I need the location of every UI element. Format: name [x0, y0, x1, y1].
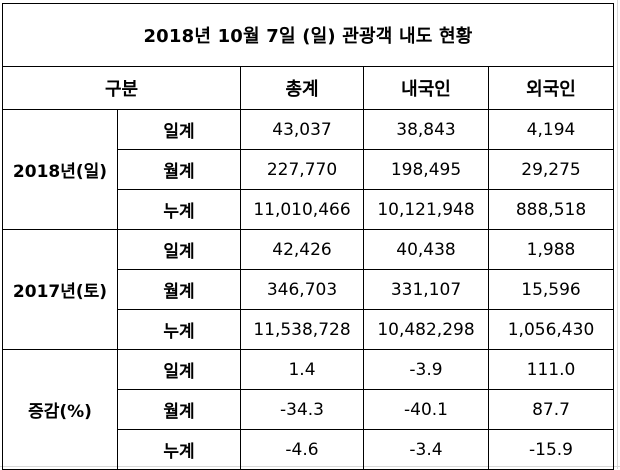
cell-domestic[interactable]: 38,843	[363, 109, 489, 150]
cell-total[interactable]: -4.6	[240, 429, 364, 470]
row-label[interactable]: 월계	[117, 269, 241, 310]
header-category[interactable]: 구분	[2, 66, 241, 110]
cell-domestic[interactable]: -3.4	[363, 429, 489, 470]
row-label[interactable]: 누계	[117, 429, 241, 470]
row-label[interactable]: 일계	[117, 349, 241, 390]
table-row: 누계 -4.6 -3.4 -15.9	[3, 429, 615, 470]
group-label-change[interactable]: 증감(%)	[2, 349, 118, 470]
cell-foreign[interactable]: 111.0	[487, 349, 615, 390]
cell-total[interactable]: 227,770	[240, 149, 364, 190]
table-row: 2017년(토) 일계 42,426 40,438 1,988	[2, 229, 615, 350]
group-label-2017[interactable]: 2017년(토)	[2, 229, 118, 350]
table-row: 증감(%) 일계 1.4 -3.9 111.0	[2, 349, 615, 470]
tourist-arrivals-table: 2018년 10월 7일 (일) 관광객 내도 현황 구분 총계 내국인 외국인…	[1, 3, 615, 470]
cell-foreign[interactable]: -15.9	[487, 429, 615, 470]
row-label[interactable]: 일계	[117, 229, 241, 270]
row-label[interactable]: 누계	[117, 189, 241, 230]
cell-foreign[interactable]: 1,988	[487, 229, 615, 270]
group-label-2018[interactable]: 2018년(일)	[2, 109, 118, 230]
cell-foreign[interactable]: 4,194	[487, 109, 615, 150]
row-label[interactable]: 일계	[117, 109, 241, 150]
row-label[interactable]: 월계	[117, 389, 241, 430]
header-foreign[interactable]: 외국인	[487, 66, 615, 110]
table-row: 누계 11,010,466 10,121,948 888,518	[3, 189, 615, 230]
cell-foreign[interactable]: 15,596	[487, 269, 615, 310]
table-row: 월계 227,770 198,495 29,275	[3, 149, 615, 190]
cell-domestic[interactable]: 10,121,948	[363, 189, 489, 230]
cell-foreign[interactable]: 1,056,430	[487, 309, 615, 350]
table-row: 누계 11,538,728 10,482,298 1,056,430	[3, 309, 615, 350]
cell-foreign[interactable]: 29,275	[487, 149, 615, 190]
cell-total[interactable]: -34.3	[240, 389, 364, 430]
cell-total[interactable]: 43,037	[240, 109, 364, 150]
row-label[interactable]: 누계	[117, 309, 241, 350]
cell-domestic[interactable]: 40,438	[363, 229, 489, 270]
sheet-gridline	[617, 0, 618, 469]
cell-domestic[interactable]: -3.9	[363, 349, 489, 390]
cell-domestic[interactable]: 10,482,298	[363, 309, 489, 350]
cell-foreign[interactable]: 888,518	[487, 189, 615, 230]
cell-domestic[interactable]: -40.1	[363, 389, 489, 430]
cell-total[interactable]: 11,538,728	[240, 309, 364, 350]
cell-foreign[interactable]: 87.7	[487, 389, 615, 430]
header-total[interactable]: 총계	[240, 66, 364, 110]
header-domestic[interactable]: 내국인	[363, 66, 489, 110]
table-row: 2018년(일) 일계 43,037 38,843 4,194	[2, 109, 615, 230]
row-label[interactable]: 월계	[117, 149, 241, 190]
cell-total[interactable]: 1.4	[240, 349, 364, 390]
cell-total[interactable]: 346,703	[240, 269, 364, 310]
cell-domestic[interactable]: 331,107	[363, 269, 489, 310]
cell-total[interactable]: 42,426	[240, 229, 364, 270]
cell-domestic[interactable]: 198,495	[363, 149, 489, 190]
table-title[interactable]: 2018년 10월 7일 (일) 관광객 내도 현황	[1, 3, 615, 67]
table-row: 월계 346,703 331,107 15,596	[3, 269, 615, 310]
cell-total[interactable]: 11,010,466	[240, 189, 364, 230]
